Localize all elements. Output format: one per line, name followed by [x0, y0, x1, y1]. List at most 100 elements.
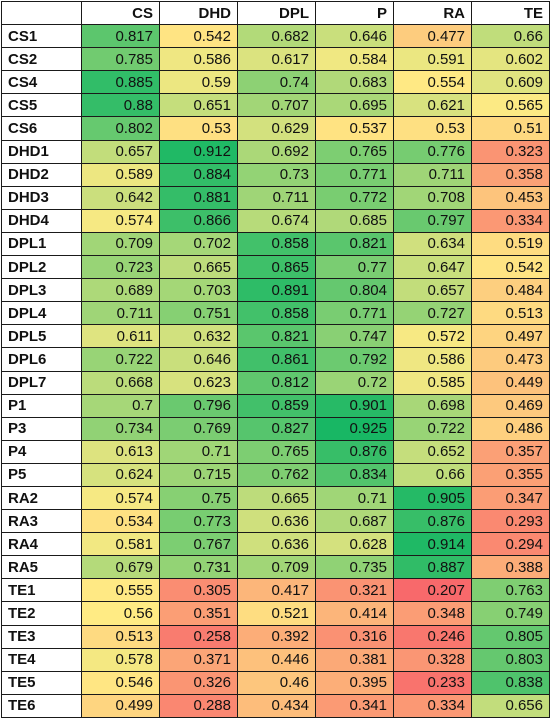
- heatmap-cell: 0.711: [81, 301, 160, 326]
- heatmap-cell: 0.305: [159, 578, 238, 603]
- table-row: DHD2 0.589 0.884 0.73 0.771 0.711 0.358: [1, 162, 550, 187]
- heatmap-cell: 0.769: [159, 416, 238, 441]
- heatmap-cell: 0.796: [159, 393, 238, 418]
- heatmap-cell: 0.668: [81, 370, 160, 395]
- heatmap-cell: 0.574: [81, 485, 160, 511]
- heatmap-cell: 0.827: [237, 416, 316, 441]
- heatmap-cell: 0.358: [471, 162, 550, 187]
- heatmap-cell: 0.722: [393, 416, 472, 441]
- heatmap-cell: 0.632: [159, 324, 238, 349]
- heatmap-cell: 0.574: [81, 208, 160, 233]
- table-row: DHD1 0.657 0.912 0.692 0.765 0.776 0.323: [1, 139, 550, 164]
- heatmap-cell: 0.905: [393, 485, 472, 511]
- heatmap-cell: 0.328: [393, 647, 472, 672]
- heatmap-cell: 0.817: [81, 24, 160, 49]
- heatmap-cell: 0.449: [471, 370, 550, 395]
- row-header: TE4: [1, 647, 82, 672]
- heatmap-cell: 0.751: [159, 301, 238, 326]
- heatmap-cell: 0.417: [237, 578, 316, 603]
- heatmap-cell: 0.876: [393, 509, 472, 534]
- table-row: RA4 0.581 0.767 0.636 0.628 0.914 0.294: [1, 532, 550, 557]
- heatmap-cell: 0.866: [159, 208, 238, 233]
- heatmap-cell: 0.804: [315, 278, 394, 303]
- heatmap-cell: 0.767: [159, 532, 238, 557]
- heatmap-cell: 0.698: [393, 393, 472, 418]
- header-row: CS DHD DPL P RA TE: [1, 0, 550, 26]
- heatmap-cell: 0.805: [471, 624, 550, 649]
- heatmap-cell: 0.554: [393, 70, 472, 95]
- heatmap-cell: 0.747: [315, 324, 394, 349]
- table-row: P5 0.624 0.715 0.762 0.834 0.66 0.355: [1, 462, 550, 487]
- table-row: DPL1 0.709 0.702 0.858 0.821 0.634 0.519: [1, 231, 550, 257]
- heatmap-cell: 0.542: [471, 255, 550, 280]
- table-row: RA3 0.534 0.773 0.636 0.687 0.876 0.293: [1, 509, 550, 534]
- heatmap-cell: 0.542: [159, 24, 238, 49]
- heatmap-cell: 0.785: [81, 47, 160, 72]
- row-header: RA2: [1, 485, 82, 511]
- heatmap-cell: 0.715: [159, 462, 238, 487]
- heatmap-cell: 0.821: [315, 231, 394, 257]
- heatmap-cell: 0.865: [237, 255, 316, 280]
- heatmap-cell: 0.334: [471, 208, 550, 233]
- heatmap-cell: 0.687: [315, 509, 394, 534]
- heatmap-cell: 0.709: [237, 555, 316, 580]
- heatmap-cell: 0.66: [471, 24, 550, 49]
- heatmap-cell: 0.73: [237, 162, 316, 187]
- row-header: CS1: [1, 24, 82, 49]
- table-row: P3 0.734 0.769 0.827 0.925 0.722 0.486: [1, 416, 550, 441]
- heatmap-cell: 0.497: [471, 324, 550, 349]
- heatmap-cell: 0.74: [237, 70, 316, 95]
- heatmap-cell: 0.802: [81, 116, 160, 141]
- heatmap-cell: 0.629: [237, 116, 316, 141]
- heatmap-cell: 0.207: [393, 578, 472, 603]
- heatmap-cell: 0.453: [471, 185, 550, 210]
- heatmap-cell: 0.765: [315, 139, 394, 164]
- heatmap-cell: 0.486: [471, 416, 550, 441]
- heatmap-cell: 0.484: [471, 278, 550, 303]
- heatmap-cell: 0.679: [81, 555, 160, 580]
- row-header: CS6: [1, 116, 82, 141]
- row-header: RA5: [1, 555, 82, 580]
- heatmap-cell: 0.51: [471, 116, 550, 141]
- heatmap-cell: 0.334: [393, 693, 472, 718]
- row-header: TE3: [1, 624, 82, 649]
- column-header-te: TE: [471, 0, 550, 26]
- heatmap-cell: 0.434: [237, 693, 316, 718]
- row-header: DPL6: [1, 347, 82, 372]
- heatmap-cell: 0.66: [393, 462, 472, 487]
- table-row: TE6 0.499 0.288 0.434 0.341 0.334 0.656: [1, 693, 550, 718]
- heatmap-cell: 0.288: [159, 693, 238, 718]
- heatmap-cell: 0.657: [81, 139, 160, 164]
- heatmap-cell: 0.765: [237, 439, 316, 464]
- heatmap-cell: 0.617: [237, 47, 316, 72]
- heatmap-cell: 0.665: [159, 255, 238, 280]
- heatmap-cell: 0.821: [237, 324, 316, 349]
- corner-cell: [1, 0, 82, 26]
- heatmap-cell: 0.834: [315, 462, 394, 487]
- heatmap-cell: 0.572: [393, 324, 472, 349]
- heatmap-cell: 0.323: [471, 139, 550, 164]
- heatmap-cell: 0.53: [159, 116, 238, 141]
- heatmap-cell: 0.861: [237, 347, 316, 372]
- heatmap-cell: 0.534: [81, 509, 160, 534]
- heatmap-cell: 0.521: [237, 601, 316, 626]
- heatmap-cell: 0.584: [315, 47, 394, 72]
- heatmap-cell: 0.646: [159, 347, 238, 372]
- heatmap-cell: 0.689: [81, 278, 160, 303]
- table-row: P4 0.613 0.71 0.765 0.876 0.652 0.357: [1, 439, 550, 464]
- heatmap-cell: 0.621: [393, 93, 472, 118]
- heatmap-cell: 0.731: [159, 555, 238, 580]
- row-header: DPL3: [1, 278, 82, 303]
- heatmap-cell: 0.589: [81, 162, 160, 187]
- heatmap-cell: 0.838: [471, 670, 550, 695]
- row-header: P5: [1, 462, 82, 487]
- column-header-cs: CS: [81, 0, 160, 26]
- heatmap-cell: 0.499: [81, 693, 160, 718]
- heatmap-cell: 0.88: [81, 93, 160, 118]
- heatmap-cell: 0.555: [81, 578, 160, 603]
- heatmap-cell: 0.647: [393, 255, 472, 280]
- column-header-dpl: DPL: [237, 0, 316, 26]
- heatmap-cell: 0.586: [393, 347, 472, 372]
- row-header: DHD3: [1, 185, 82, 210]
- table-row: CS2 0.785 0.586 0.617 0.584 0.591 0.602: [1, 47, 550, 72]
